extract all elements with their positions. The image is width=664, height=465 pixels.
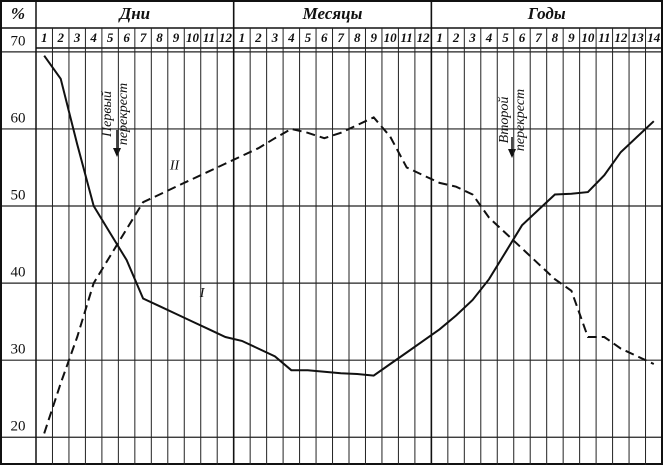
x-tick-label: 11 xyxy=(598,30,610,45)
annotation-line: перекрест xyxy=(116,83,131,145)
x-tick-label: 12 xyxy=(219,30,233,45)
group-label: Дни xyxy=(118,4,151,23)
x-tick-label: 11 xyxy=(203,30,215,45)
x-tick-label: 4 xyxy=(485,30,493,45)
series-label: II xyxy=(169,159,181,174)
x-tick-label: 8 xyxy=(354,30,361,45)
x-tick-label: 3 xyxy=(271,30,279,45)
y-unit: % xyxy=(11,4,25,23)
annotation-1: Первый перекрест xyxy=(100,83,131,157)
x-tick-label: 12 xyxy=(614,30,628,45)
x-tick-label: 8 xyxy=(552,30,559,45)
x-tick-label: 13 xyxy=(631,30,645,45)
x-tick-label: 5 xyxy=(502,30,509,45)
x-tick-label: 6 xyxy=(321,30,328,45)
x-tick-label: 4 xyxy=(287,30,295,45)
x-tick-label: 6 xyxy=(519,30,526,45)
x-tick-label: 4 xyxy=(89,30,97,45)
annotation-line: перекрест xyxy=(513,89,528,151)
x-tick-label: 7 xyxy=(140,30,147,45)
x-tick-label: 14 xyxy=(647,30,661,45)
x-tick-label: 9 xyxy=(370,30,377,45)
y-tick-label: 70 xyxy=(11,33,26,49)
x-tick-label: 7 xyxy=(535,30,542,45)
y-tick-label: 30 xyxy=(11,342,26,358)
annotation-line: Второй xyxy=(497,97,512,144)
y-tick-label: 50 xyxy=(11,187,26,203)
annotation-2: Второй перекрест xyxy=(497,89,528,158)
arrow-head xyxy=(113,148,121,157)
series-line xyxy=(43,116,655,434)
y-tick-label: 60 xyxy=(11,110,26,126)
x-tick-label: 10 xyxy=(581,30,595,45)
series-label: I xyxy=(199,286,206,301)
x-tick-label: 1 xyxy=(436,30,443,45)
group-label: Годы xyxy=(527,4,566,23)
x-tick-label: 5 xyxy=(107,30,114,45)
x-tick-label: 2 xyxy=(56,30,64,45)
x-tick-label: 1 xyxy=(239,30,246,45)
x-tick-label: 10 xyxy=(186,30,200,45)
series-line xyxy=(43,55,655,377)
x-tick-label: 1 xyxy=(41,30,48,45)
x-tick-label: 3 xyxy=(468,30,476,45)
y-tick-label: 20 xyxy=(11,419,26,435)
annotation-line: Первый xyxy=(100,91,115,138)
x-tick-label: 2 xyxy=(254,30,262,45)
x-tick-label: 9 xyxy=(568,30,575,45)
x-tick-label: 10 xyxy=(384,30,398,45)
x-tick-label: 2 xyxy=(452,30,460,45)
y-tick-label: 40 xyxy=(11,265,26,281)
x-tick-label: 11 xyxy=(401,30,413,45)
x-tick-label: 7 xyxy=(338,30,345,45)
x-tick-label: 3 xyxy=(73,30,81,45)
group-label: Месяцы xyxy=(302,4,363,23)
x-tick-label: 8 xyxy=(156,30,163,45)
x-tick-label: 5 xyxy=(305,30,312,45)
x-tick-label: 9 xyxy=(173,30,180,45)
x-tick-label: 12 xyxy=(417,30,431,45)
x-tick-label: 6 xyxy=(123,30,130,45)
